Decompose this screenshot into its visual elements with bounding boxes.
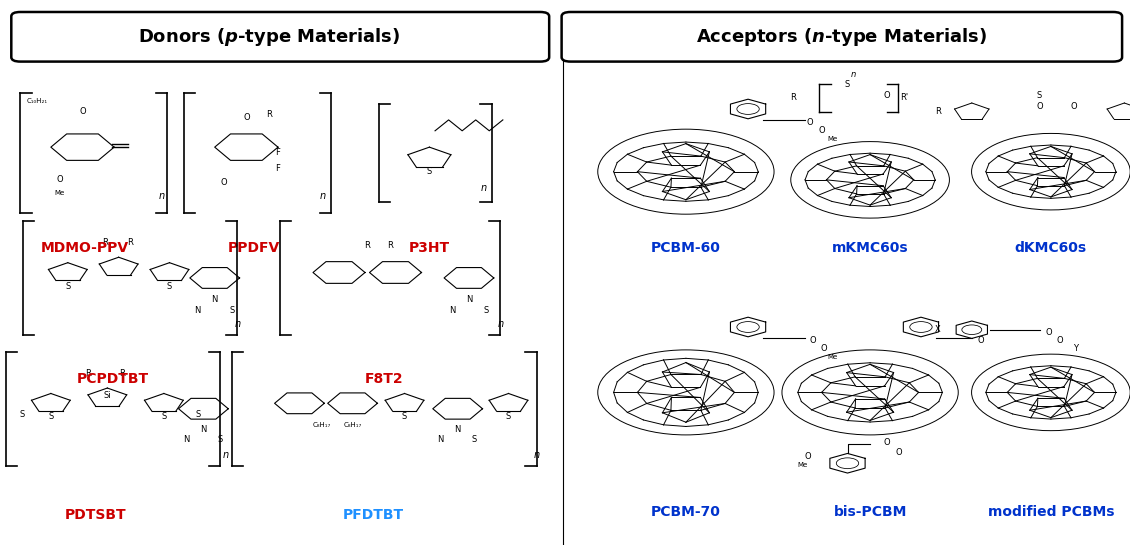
Text: R: R xyxy=(386,241,393,250)
Text: R: R xyxy=(85,369,92,378)
Text: N: N xyxy=(200,425,207,434)
Text: X: X xyxy=(935,325,941,334)
Text: F: F xyxy=(276,148,280,157)
Text: O: O xyxy=(895,448,902,457)
Text: S: S xyxy=(49,413,53,421)
Text: n: n xyxy=(851,70,855,79)
Text: PCBM-70: PCBM-70 xyxy=(651,505,721,519)
Text: n: n xyxy=(480,183,487,193)
Text: S: S xyxy=(402,413,407,421)
Text: O: O xyxy=(1045,328,1052,337)
Text: S: S xyxy=(195,410,200,419)
Text: O: O xyxy=(977,336,984,345)
Text: S: S xyxy=(845,80,850,89)
Text: n: n xyxy=(497,319,504,329)
Text: S: S xyxy=(506,413,511,421)
Text: PPDFV: PPDFV xyxy=(228,241,280,255)
Text: S: S xyxy=(229,306,234,315)
Text: bis-PCBM: bis-PCBM xyxy=(834,505,906,519)
Text: N: N xyxy=(466,295,472,304)
Text: dKMC60s: dKMC60s xyxy=(1015,241,1087,255)
Text: O: O xyxy=(820,344,827,353)
Text: N: N xyxy=(194,306,201,315)
Text: O: O xyxy=(79,107,86,116)
Text: S: S xyxy=(472,435,477,444)
Text: R: R xyxy=(790,93,797,101)
Text: R: R xyxy=(364,241,371,250)
Text: PCBM-60: PCBM-60 xyxy=(651,241,721,255)
Text: O: O xyxy=(56,175,63,184)
Text: Acceptors ($\bfit{n}$-type Materials): Acceptors ($\bfit{n}$-type Materials) xyxy=(696,26,988,47)
FancyBboxPatch shape xyxy=(11,12,549,62)
Text: Me: Me xyxy=(797,462,808,468)
Text: Me: Me xyxy=(827,136,838,142)
Text: C₈H₁₇: C₈H₁₇ xyxy=(313,422,331,428)
Text: N: N xyxy=(183,435,190,444)
FancyBboxPatch shape xyxy=(562,12,1122,62)
Text: P3HT: P3HT xyxy=(409,241,450,255)
Text: S: S xyxy=(1037,91,1042,100)
Text: n: n xyxy=(223,450,229,460)
Text: Si: Si xyxy=(104,391,111,399)
Text: Donors ($\bfit{p}$-type Materials): Donors ($\bfit{p}$-type Materials) xyxy=(138,26,400,47)
Text: n: n xyxy=(234,319,241,329)
Text: F8T2: F8T2 xyxy=(365,372,403,386)
Text: S: S xyxy=(484,306,488,315)
Text: O: O xyxy=(1036,102,1043,111)
Text: n: n xyxy=(158,191,165,201)
Text: S: S xyxy=(218,435,223,444)
Text: O: O xyxy=(805,452,811,461)
Text: O: O xyxy=(1070,102,1077,111)
Text: R: R xyxy=(102,238,108,247)
Text: n: n xyxy=(533,450,540,460)
Text: N: N xyxy=(454,425,461,434)
Text: O: O xyxy=(1057,336,1063,345)
Text: R': R' xyxy=(899,93,909,101)
Text: PCPDTBT: PCPDTBT xyxy=(77,372,149,386)
Text: Me: Me xyxy=(54,190,66,197)
Text: S: S xyxy=(167,282,172,290)
Text: Y: Y xyxy=(1074,344,1078,353)
Text: mKMC60s: mKMC60s xyxy=(832,241,909,255)
Text: PFDTBT: PFDTBT xyxy=(342,508,403,522)
Text: O: O xyxy=(807,118,814,127)
Text: Me: Me xyxy=(827,354,838,360)
Text: modified PCBMs: modified PCBMs xyxy=(988,505,1114,519)
Text: N: N xyxy=(449,306,455,315)
Text: O: O xyxy=(884,91,890,100)
Text: O: O xyxy=(220,178,227,187)
Text: MDMO-PPV: MDMO-PPV xyxy=(41,241,129,255)
Text: R: R xyxy=(266,110,272,119)
Text: C₈H₁₇: C₈H₁₇ xyxy=(344,422,362,428)
Text: S: S xyxy=(162,413,166,421)
Text: F: F xyxy=(276,165,280,173)
Text: O: O xyxy=(818,126,825,135)
Text: O: O xyxy=(884,438,890,447)
Text: R: R xyxy=(127,238,133,247)
Text: R: R xyxy=(119,369,125,378)
Text: PDTSBT: PDTSBT xyxy=(66,508,127,522)
Text: S: S xyxy=(66,282,70,290)
Text: N: N xyxy=(211,295,218,304)
Text: N: N xyxy=(437,435,444,444)
Text: S: S xyxy=(20,410,25,419)
Text: R: R xyxy=(935,107,941,116)
Text: n: n xyxy=(320,191,327,201)
Text: C₁₀H₂₁: C₁₀H₂₁ xyxy=(27,98,47,104)
Text: S: S xyxy=(427,167,432,176)
Text: O: O xyxy=(809,336,816,345)
Text: O: O xyxy=(243,113,250,122)
